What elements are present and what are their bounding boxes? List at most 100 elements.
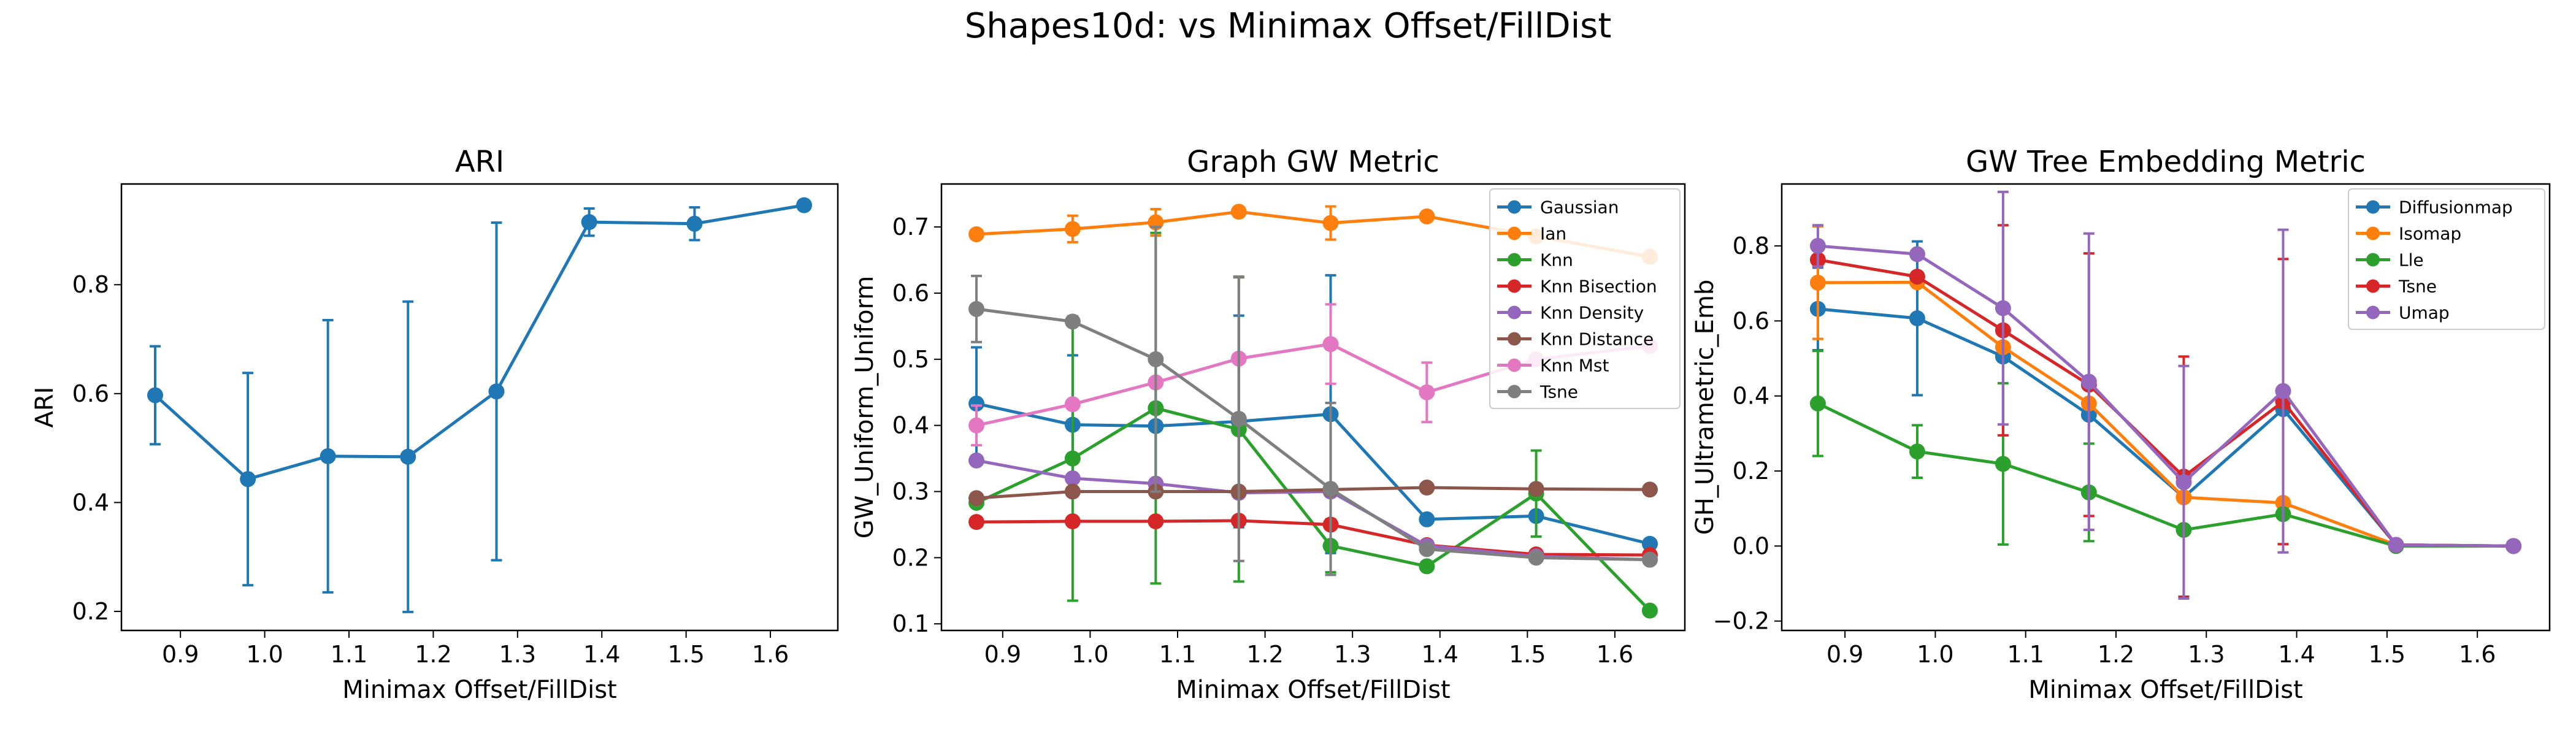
legend-marker xyxy=(1508,200,1521,214)
data-point xyxy=(1909,269,1925,285)
data-point xyxy=(796,197,813,213)
data-point xyxy=(1809,237,1826,254)
legend-box xyxy=(2348,188,2545,330)
data-point xyxy=(1909,443,1925,460)
data-point xyxy=(1528,549,1544,566)
data-point xyxy=(1148,513,1164,530)
y-tick-label: 0.2 xyxy=(892,544,929,571)
series-line xyxy=(976,402,1650,546)
series-tsne xyxy=(968,226,1658,576)
y-tick-label: 0.7 xyxy=(892,213,929,240)
data-point xyxy=(240,471,256,488)
data-point xyxy=(320,448,336,464)
x-axis-label: Minimax Offset/FillDist xyxy=(2028,676,2302,704)
data-point xyxy=(1148,351,1164,367)
legend-label: Knn Bisection xyxy=(1540,277,1657,297)
y-tick-label: −0.2 xyxy=(1713,608,1769,635)
y-tick-label: 0.6 xyxy=(72,380,109,407)
series-line xyxy=(1817,402,2514,548)
chart-panel-1: 0.9 1.0 1.1 1.2 1.3 1.4 1.5 1.6 0.2 0.4 0.6 0.8 Mini… xyxy=(31,145,839,704)
data-point xyxy=(686,215,703,232)
legend-marker xyxy=(1508,332,1521,346)
legend-label: Isomap xyxy=(2399,224,2461,244)
x-tick-label: 1.4 xyxy=(2278,641,2315,668)
legend-label: Umap xyxy=(2399,303,2450,323)
data-point xyxy=(1528,481,1544,497)
y-tick-label: 0.6 xyxy=(892,280,929,307)
series-line xyxy=(976,519,1650,557)
data-point xyxy=(1641,602,1658,619)
y-tick-label: 0.8 xyxy=(72,271,109,298)
chart-title: ARI xyxy=(455,145,504,179)
x-tick-label: 1.6 xyxy=(752,641,789,668)
x-tick-label: 1.0 xyxy=(1071,641,1108,668)
data-point xyxy=(1064,470,1081,486)
legend-label: Knn xyxy=(1540,250,1573,270)
data-point xyxy=(1909,246,1925,262)
data-point xyxy=(1322,481,1339,497)
data-point xyxy=(1641,551,1658,568)
legend-label: Tsne xyxy=(2398,277,2437,297)
legend-label: Knn Distance xyxy=(1540,329,1654,350)
y-tick-label: 0.2 xyxy=(1733,458,1769,484)
y-tick-label: 0.5 xyxy=(892,346,929,373)
data-point xyxy=(1419,480,1435,496)
data-point xyxy=(1995,300,2011,316)
data-point xyxy=(1064,313,1081,330)
y-tick-label: 0.6 xyxy=(1733,307,1769,334)
legend-marker xyxy=(2366,253,2380,267)
y-tick-label: 0.2 xyxy=(72,598,109,625)
x-tick-label: 1.5 xyxy=(667,641,704,668)
x-tick-label: 1.3 xyxy=(499,641,536,668)
y-tick-label: 0.3 xyxy=(892,478,929,505)
legend-label: Knn Mst xyxy=(1540,356,1609,376)
data-point xyxy=(581,214,597,231)
data-point xyxy=(1322,336,1339,353)
x-tick-label: 1.5 xyxy=(2369,641,2405,668)
series-line xyxy=(154,204,805,481)
y-axis-label: ARI xyxy=(31,387,59,428)
series-line xyxy=(1817,244,2514,548)
x-tick-label: 1.0 xyxy=(1917,641,1953,668)
data-point xyxy=(2175,474,2192,491)
data-point xyxy=(2275,383,2291,399)
legend-label: Ian xyxy=(1540,224,1566,244)
x-tick-label: 1.1 xyxy=(2007,641,2044,668)
data-point xyxy=(1064,513,1081,530)
figure-title: Shapes10d: vs Minimax Offset/FillDist xyxy=(964,6,1612,46)
y-tick-label: 0.1 xyxy=(892,610,929,637)
data-point xyxy=(2080,373,2097,390)
data-point xyxy=(1995,456,2011,472)
data-point xyxy=(1064,396,1081,413)
data-point xyxy=(488,383,505,400)
data-point xyxy=(1230,410,1247,427)
data-point xyxy=(1419,511,1435,527)
plot-frame xyxy=(120,183,839,632)
x-tick-label: 1.4 xyxy=(583,641,620,668)
data-point xyxy=(1064,221,1081,237)
plot-frame xyxy=(1781,183,2551,632)
x-tick-label: 1.2 xyxy=(2098,641,2134,668)
y-axis-label: GH_Ultrametric_Emb xyxy=(1691,280,1719,535)
series-umap xyxy=(1809,190,2522,600)
legend-label: Knn Density xyxy=(1540,303,1644,323)
y-tick-label: 0.0 xyxy=(1733,532,1769,559)
series-line xyxy=(975,407,1651,612)
data-point xyxy=(1064,483,1081,500)
x-axis-label: Minimax Offset/FillDist xyxy=(1176,676,1450,704)
legend-box xyxy=(1489,188,1681,409)
data-point xyxy=(968,514,985,530)
x-tick-label: 1.2 xyxy=(1246,641,1283,668)
data-point xyxy=(400,448,416,465)
legend-marker xyxy=(2366,200,2380,214)
y-tick-label: 0.8 xyxy=(1733,232,1769,259)
x-tick-label: 1.1 xyxy=(331,641,367,668)
chart-title: GW Tree Embedding Metric xyxy=(1966,145,2366,179)
series-line xyxy=(976,307,1650,562)
series-1 xyxy=(147,197,813,613)
x-tick-label: 1.2 xyxy=(415,641,451,668)
legend: Diffusionmap Isomap Lle Tsne Umap xyxy=(2348,188,2545,330)
data-point xyxy=(1419,208,1435,224)
legend-label: Tsne xyxy=(1539,382,1578,402)
